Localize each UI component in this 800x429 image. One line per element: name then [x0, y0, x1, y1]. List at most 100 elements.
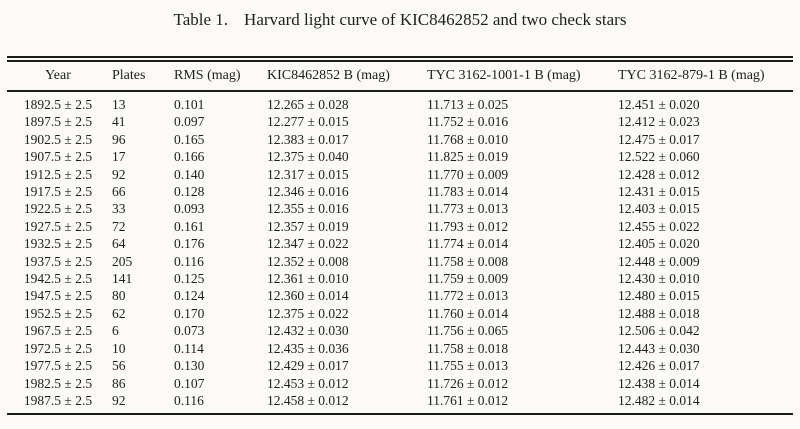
- table-cell: 0.116: [174, 253, 204, 269]
- table-cell: 12.265 ± 0.028: [267, 97, 349, 112]
- table-cell: 11.793 ± 0.012: [427, 218, 509, 234]
- table-cell: 12.317 ± 0.015: [267, 166, 349, 182]
- table-cell: 72: [112, 218, 126, 234]
- table-cell: 11.770 ± 0.009: [427, 166, 509, 182]
- table-cell: 6: [112, 323, 119, 339]
- table-cell: 12.346 ± 0.016: [267, 184, 349, 200]
- table-cell: 1972.5 ± 2.5: [23, 340, 93, 356]
- table-cell: 11.755 ± 0.013: [427, 358, 509, 374]
- table-row: 1932.5 ± 2.5 64 0.176 12.347 ± 0.022 11.774 …: [7, 235, 793, 252]
- table-cell: 1922.5 ± 2.5: [23, 201, 93, 217]
- table-cell: 12.438 ± 0.014: [618, 375, 700, 391]
- table-cell: 1982.5 ± 2.5: [23, 375, 93, 391]
- table-cell: 12.429 ± 0.017: [267, 358, 349, 374]
- table-caption: Table 1. Harvard light curve of KIC846285…: [0, 10, 800, 30]
- table-cell: 12.403 ± 0.015: [618, 201, 700, 217]
- table-cell: 11.752 ± 0.016: [427, 114, 509, 130]
- table-cell: 11.772 ± 0.013: [427, 288, 509, 304]
- table-cell: 12.347 ± 0.022: [267, 236, 349, 252]
- table-cell: 1937.5 ± 2.5: [23, 253, 93, 269]
- table-cell: 56: [112, 358, 126, 374]
- table-cell: 66: [112, 184, 126, 200]
- table-cell: 0.165: [174, 131, 205, 147]
- table-body: 1892.5 ± 2.5 13 0.101 12.265 ± 0.028 11.713 …: [7, 91, 793, 416]
- column-header-year: Year: [7, 56, 109, 92]
- table-cell: 12.375 ± 0.040: [267, 149, 349, 165]
- table-row: 1952.5 ± 2.5 62 0.170 12.375 ± 0.022 11.760 …: [7, 305, 793, 322]
- table-cell: 96: [112, 131, 126, 147]
- table-cell: 86: [112, 375, 126, 391]
- table-cell: 11.773 ± 0.013: [427, 201, 509, 217]
- table-cell: 1932.5 ± 2.5: [23, 236, 93, 252]
- table-cell: 0.161: [174, 218, 205, 234]
- table-cell: 0.140: [174, 166, 205, 182]
- table-cell: 11.726 ± 0.012: [427, 375, 509, 391]
- table-cell: 12.488 ± 0.018: [618, 305, 700, 321]
- table-row: 1917.5 ± 2.5 66 0.128 12.346 ± 0.016 11.783 …: [7, 183, 793, 200]
- table-cell: 12.355 ± 0.016: [267, 201, 349, 217]
- table-cell: 12.482 ± 0.014: [615, 391, 793, 416]
- light-curve-table: Year Plates RMS (mag) KIC8462852 B (mag)…: [7, 56, 793, 416]
- table-cell: 0.130: [174, 358, 205, 374]
- table-cell: 12.480 ± 0.015: [618, 288, 700, 304]
- table-cell: 0.170: [174, 305, 205, 321]
- table-cell: 12.412 ± 0.023: [618, 114, 700, 130]
- table-cell: 12.451 ± 0.020: [618, 97, 700, 112]
- table-cell: 1927.5 ± 2.5: [23, 218, 93, 234]
- table-row: 1937.5 ± 2.5 205 0.116 12.352 ± 0.008 11.758…: [7, 253, 793, 270]
- table-cell: 0.114: [174, 340, 204, 356]
- table-cell: 64: [112, 236, 126, 252]
- table-cell: 1987.5 ± 2.5: [7, 391, 109, 416]
- table-cell: 12.458 ± 0.012: [264, 391, 424, 416]
- table-cell: 1917.5 ± 2.5: [23, 184, 93, 200]
- table-cell: 11.713 ± 0.025: [427, 97, 509, 112]
- table-cell: 62: [112, 305, 126, 321]
- table-cell: 0.101: [174, 97, 205, 112]
- table-cell: 1947.5 ± 2.5: [23, 288, 93, 304]
- table-cell: 12.430 ± 0.010: [618, 271, 700, 287]
- table-cell: 12.360 ± 0.014: [267, 288, 349, 304]
- table-cell: 12.357 ± 0.019: [267, 218, 349, 234]
- table-title: Harvard light curve of KIC8462852 and tw…: [244, 10, 627, 29]
- column-header-plates: Plates: [109, 56, 171, 92]
- table-cell: 12.375 ± 0.022: [267, 305, 349, 321]
- table-cell: 1942.5 ± 2.5: [23, 271, 93, 287]
- table-row: 1977.5 ± 2.5 56 0.130 12.429 ± 0.017 11.755 …: [7, 357, 793, 374]
- table-cell: 12.448 ± 0.009: [618, 253, 700, 269]
- table-cell: 0.124: [174, 288, 205, 304]
- table-cell: 11.825 ± 0.019: [427, 149, 509, 165]
- table-cell: 17: [112, 149, 126, 165]
- table-cell: 0.116: [171, 391, 264, 416]
- table-cell: 12.475 ± 0.017: [618, 131, 700, 147]
- table-number: Table 1.: [173, 10, 229, 29]
- table-cell: 1977.5 ± 2.5: [23, 358, 93, 374]
- table-cell: 0.166: [174, 149, 205, 165]
- table-cell: 0.097: [174, 114, 205, 130]
- table-cell: 11.758 ± 0.008: [427, 253, 509, 269]
- table-cell: 11.759 ± 0.009: [427, 271, 509, 287]
- table-row: 1892.5 ± 2.5 13 0.101 12.265 ± 0.028 11.713 …: [7, 91, 793, 113]
- table-cell: 12.522 ± 0.060: [618, 149, 700, 165]
- table-cell: 1902.5 ± 2.5: [23, 131, 93, 147]
- table-cell: 12.453 ± 0.012: [267, 375, 349, 391]
- table-row: 1972.5 ± 2.5 10 0.114 12.435 ± 0.036 11.758 …: [7, 340, 793, 357]
- table-cell: 0.107: [174, 375, 205, 391]
- table-cell: 92: [112, 166, 126, 182]
- table-row: 1982.5 ± 2.5 86 0.107 12.453 ± 0.012 11.726 …: [7, 375, 793, 392]
- table-cell: 1912.5 ± 2.5: [23, 166, 93, 182]
- table-cell: 41: [112, 114, 126, 130]
- table-row: 1912.5 ± 2.5 92 0.140 12.317 ± 0.015 11.770 …: [7, 166, 793, 183]
- table-cell: 12.431 ± 0.015: [618, 184, 700, 200]
- table-cell: 205: [112, 253, 133, 269]
- table-cell: 11.768 ± 0.010: [427, 131, 509, 147]
- table-cell: 12.405 ± 0.020: [618, 236, 700, 252]
- table-row: 1947.5 ± 2.5 80 0.124 12.360 ± 0.014 11.772 …: [7, 287, 793, 304]
- column-header-kic: KIC8462852 B (mag): [264, 56, 424, 92]
- table-cell: 11.760 ± 0.014: [427, 305, 509, 321]
- column-header-tyc2: TYC 3162-879-1 B (mag): [615, 56, 793, 92]
- table-cell: 12.435 ± 0.036: [267, 340, 349, 356]
- table-cell: 1967.5 ± 2.5: [23, 323, 93, 339]
- table-row: 1967.5 ± 2.5 6 0.073 12.432 ± 0.030 11.756 ±…: [7, 322, 793, 339]
- table-row: 1897.5 ± 2.5 41 0.097 12.277 ± 0.015 11.752 …: [7, 113, 793, 130]
